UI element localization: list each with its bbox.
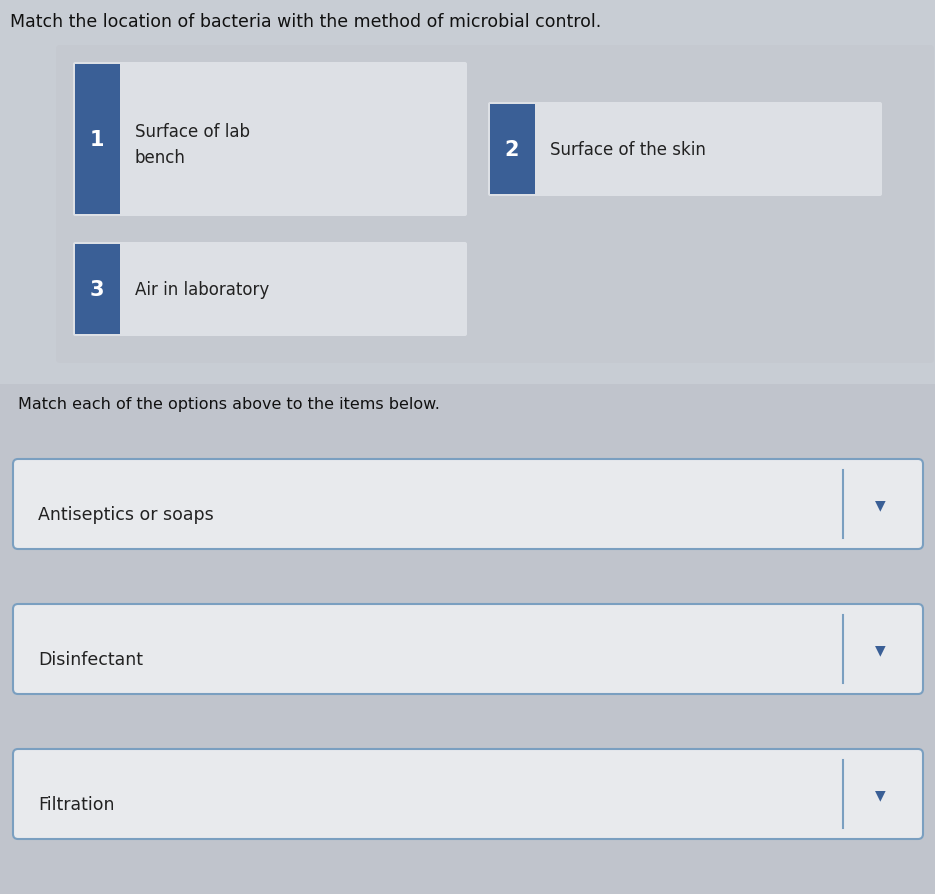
Text: Air in laboratory: Air in laboratory — [135, 281, 269, 299]
Text: Disinfectant: Disinfectant — [38, 650, 143, 668]
Polygon shape — [75, 65, 120, 215]
Text: ▼: ▼ — [875, 787, 885, 801]
Text: Surface of lab: Surface of lab — [135, 122, 250, 141]
Polygon shape — [490, 105, 535, 195]
Text: Match each of the options above to the items below.: Match each of the options above to the i… — [18, 397, 439, 411]
FancyBboxPatch shape — [0, 384, 935, 894]
Text: Antiseptics or soaps: Antiseptics or soaps — [38, 505, 214, 523]
Text: Surface of the skin: Surface of the skin — [550, 141, 706, 159]
Polygon shape — [75, 245, 120, 334]
FancyBboxPatch shape — [13, 749, 923, 839]
FancyBboxPatch shape — [13, 604, 923, 695]
Text: 2: 2 — [505, 139, 519, 160]
Text: 3: 3 — [90, 280, 104, 299]
FancyBboxPatch shape — [73, 243, 467, 337]
FancyBboxPatch shape — [488, 103, 882, 197]
Text: ▼: ▼ — [875, 497, 885, 511]
Text: Match the location of bacteria with the method of microbial control.: Match the location of bacteria with the … — [10, 13, 601, 31]
FancyBboxPatch shape — [13, 460, 923, 550]
Text: bench: bench — [135, 148, 186, 167]
FancyBboxPatch shape — [73, 63, 467, 216]
Text: ▼: ▼ — [875, 642, 885, 656]
Text: 1: 1 — [90, 130, 104, 150]
FancyBboxPatch shape — [56, 46, 934, 364]
Text: Filtration: Filtration — [38, 795, 114, 813]
